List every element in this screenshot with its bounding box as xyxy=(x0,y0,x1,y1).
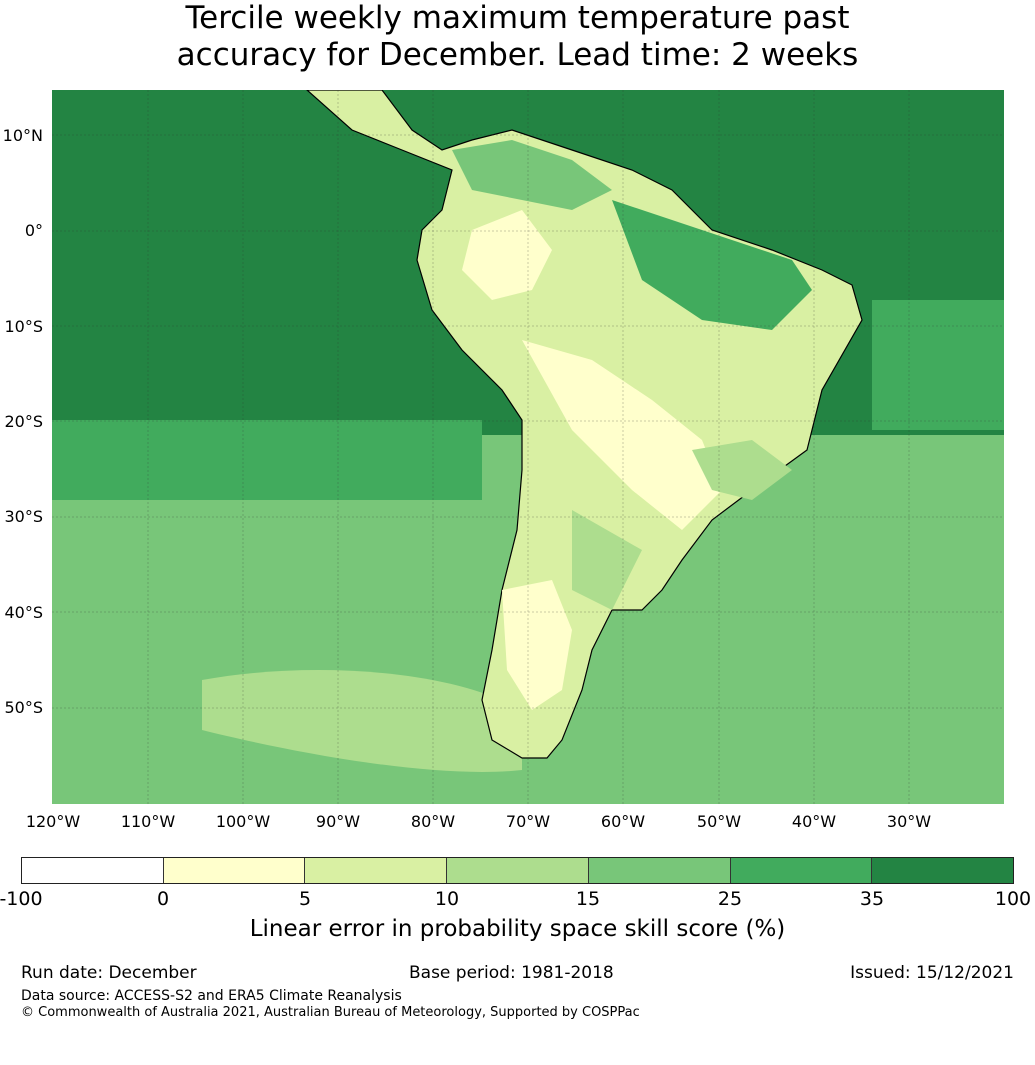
lon-label-100w: 100°W xyxy=(215,812,271,831)
lat-label-20s: 20°S xyxy=(4,412,43,431)
patch-amazon-north xyxy=(612,200,812,330)
lat-label-40s: 40°S xyxy=(4,603,43,622)
lon-label-110w: 110°W xyxy=(120,812,176,831)
colorbar-bin-25-35 xyxy=(730,858,873,883)
ocean-band-20s xyxy=(52,420,482,500)
run-date: Run date: December xyxy=(21,963,197,983)
colorbar-tick: 100 xyxy=(994,888,1032,910)
lon-label-120w: 120°W xyxy=(25,812,81,831)
lat-label-10s: 10°S xyxy=(4,317,43,336)
chart-title: Tercile weekly maximum temperature past … xyxy=(0,0,1035,74)
colorbar-tick: 35 xyxy=(859,888,885,910)
lat-label-50s: 50°S xyxy=(4,698,43,717)
colorbar-tick: 5 xyxy=(298,888,312,910)
patch-patagonia xyxy=(502,580,572,710)
patch-north-coast xyxy=(452,140,612,210)
skill-score-map[interactable] xyxy=(52,90,1004,804)
graticule xyxy=(52,90,1004,804)
base-period: Base period: 1981-2018 xyxy=(409,963,614,983)
issued-date: Issued: 15/12/2021 xyxy=(850,963,1014,983)
ocean-light-south xyxy=(202,670,522,772)
ocean-band-east xyxy=(872,300,1004,430)
lat-label-0: 0° xyxy=(24,221,43,240)
colorbar-bin-5-10 xyxy=(305,858,448,883)
colorbar-tick: 0 xyxy=(156,888,170,910)
colorbar-tick: -100 xyxy=(0,888,43,910)
colorbar-bin-15-25 xyxy=(588,858,731,883)
copyright: © Commonwealth of Australia 2021, Austra… xyxy=(21,1005,640,1020)
colorbar-bin-10-15 xyxy=(447,858,589,883)
colorbar xyxy=(21,857,1014,884)
colorbar-tick: 25 xyxy=(717,888,743,910)
colorbar-label: Linear error in probability space skill … xyxy=(249,916,786,942)
colorbar-bin-35-100 xyxy=(872,858,1014,883)
lon-label-40w: 40°W xyxy=(791,812,837,831)
title-line-2: accuracy for December. Lead time: 2 week… xyxy=(176,37,859,73)
colorbar-bin-neg100-0 xyxy=(22,858,164,883)
colorbar-tick: 10 xyxy=(434,888,460,910)
data-source: Data source: ACCESS-S2 and ERA5 Climate … xyxy=(21,988,402,1004)
patch-central-brazil xyxy=(522,340,722,530)
lat-label-10n: 10°N xyxy=(2,126,43,145)
lon-label-30w: 30°W xyxy=(886,812,932,831)
lat-label-30s: 30°S xyxy=(4,507,43,526)
title-line-1: Tercile weekly maximum temperature past xyxy=(185,0,850,36)
lon-label-60w: 60°W xyxy=(600,812,646,831)
lon-label-80w: 80°W xyxy=(410,812,456,831)
lon-label-70w: 70°W xyxy=(505,812,551,831)
patch-andes-north xyxy=(462,210,552,300)
colorbar-bin-0-5 xyxy=(163,858,306,883)
map-canvas xyxy=(52,90,1004,804)
patch-southeast xyxy=(692,440,792,500)
colorbar-tick: 15 xyxy=(575,888,601,910)
lon-label-50w: 50°W xyxy=(696,812,742,831)
lon-label-90w: 90°W xyxy=(315,812,361,831)
patch-pampas xyxy=(572,510,642,610)
